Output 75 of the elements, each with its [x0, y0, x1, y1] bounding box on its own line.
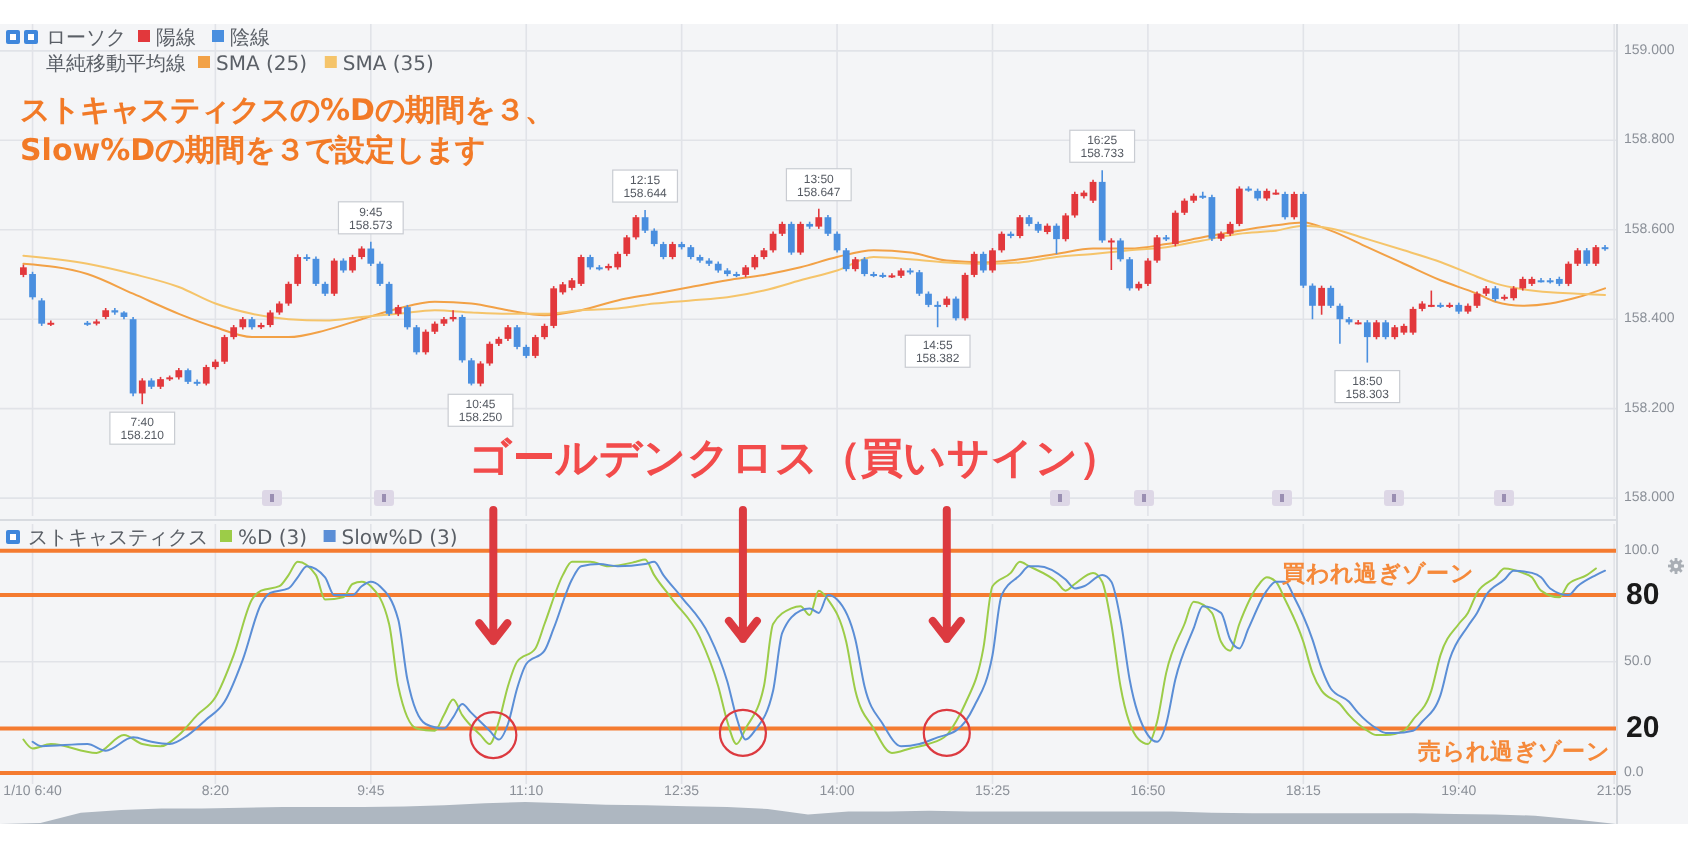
- candlestick: [1592, 244, 1600, 267]
- candlestick: [202, 364, 210, 387]
- annotation: ゴールデンクロス（買いサイン）: [468, 434, 1121, 482]
- candlestick: [577, 253, 585, 287]
- candlestick: [1107, 237, 1115, 271]
- candlestick: [934, 300, 942, 329]
- candlestick: [623, 234, 631, 257]
- candlestick: [979, 250, 987, 274]
- candlestick: [367, 241, 375, 267]
- candlestick: [513, 324, 521, 350]
- candlestick: [1382, 319, 1389, 341]
- candlestick: [797, 220, 804, 256]
- candlestick: [486, 340, 494, 367]
- candlestick: [1126, 256, 1134, 292]
- candlestick: [1089, 178, 1097, 204]
- candlestick: [842, 247, 850, 273]
- line-series: [22, 224, 1607, 322]
- legend-label: 陽線: [156, 28, 196, 50]
- legend-label: 陰線: [230, 26, 270, 50]
- candlestick: [1235, 185, 1243, 227]
- candlestick: [815, 207, 823, 230]
- legend-label: SMA (35): [342, 54, 435, 76]
- candlestick: [970, 250, 978, 278]
- candlestick: [915, 269, 923, 297]
- annotation: 売られ過ぎゾーン: [1418, 736, 1611, 765]
- annotation: 単純移動平均線: [46, 52, 186, 76]
- candlestick: [468, 357, 475, 387]
- candlestick: [413, 324, 420, 356]
- annotation: Slow%Dの期間を３で設定します: [20, 132, 486, 168]
- candlestick: [285, 280, 292, 307]
- candlestick: [641, 209, 649, 234]
- candlestick: [477, 360, 484, 388]
- candlestick: [330, 257, 338, 297]
- candlestick: [1409, 305, 1417, 336]
- candlestick: [1290, 190, 1298, 221]
- legend-title: ストキャスティクス: [28, 528, 208, 550]
- candlestick: [1565, 260, 1572, 287]
- candlestick: [787, 220, 795, 256]
- candlestick: [404, 304, 411, 331]
- candlestick: [422, 328, 430, 356]
- candlestick: [38, 297, 46, 327]
- candlestick: [1363, 319, 1371, 364]
- candlestick: [294, 253, 302, 287]
- candlestick: [1117, 237, 1124, 263]
- candlestick: [989, 247, 996, 274]
- candlestick: [1171, 209, 1179, 248]
- candlestick: [1327, 284, 1335, 309]
- candlestick: [550, 285, 558, 329]
- ref-line-label: 20: [1626, 711, 1660, 746]
- legend-label: SMA (25): [216, 54, 308, 76]
- line-series: [22, 221, 1607, 339]
- candlestick: [458, 313, 466, 364]
- candlestick: [998, 230, 1006, 254]
- candlestick: [111, 307, 119, 316]
- annotation: 買われ過ぎゾーン: [1280, 558, 1475, 587]
- candlestick: [138, 377, 146, 405]
- candlestick: [1053, 222, 1060, 255]
- candlestick: [531, 334, 539, 359]
- candlestick: [1318, 284, 1325, 316]
- candlestick: [1062, 212, 1070, 243]
- ref-line-label: 80: [1626, 578, 1660, 613]
- candlestick: [1016, 214, 1024, 240]
- candlestick: [1373, 319, 1380, 341]
- candlestick: [1153, 234, 1161, 264]
- annotation: ローソク: [46, 28, 126, 50]
- candlestick: [861, 256, 868, 278]
- candlestick: [303, 253, 311, 262]
- legend-label: %D (3): [238, 528, 308, 550]
- candlestick: [1309, 282, 1316, 320]
- annotation: ストキャスティクスの%Dの期間を３、: [20, 92, 555, 128]
- candlestick: [1071, 190, 1079, 219]
- candlestick: [221, 334, 228, 365]
- candlestick: [824, 214, 832, 237]
- legend-label: Slow%D (3): [341, 528, 458, 550]
- candlestick: [29, 270, 36, 301]
